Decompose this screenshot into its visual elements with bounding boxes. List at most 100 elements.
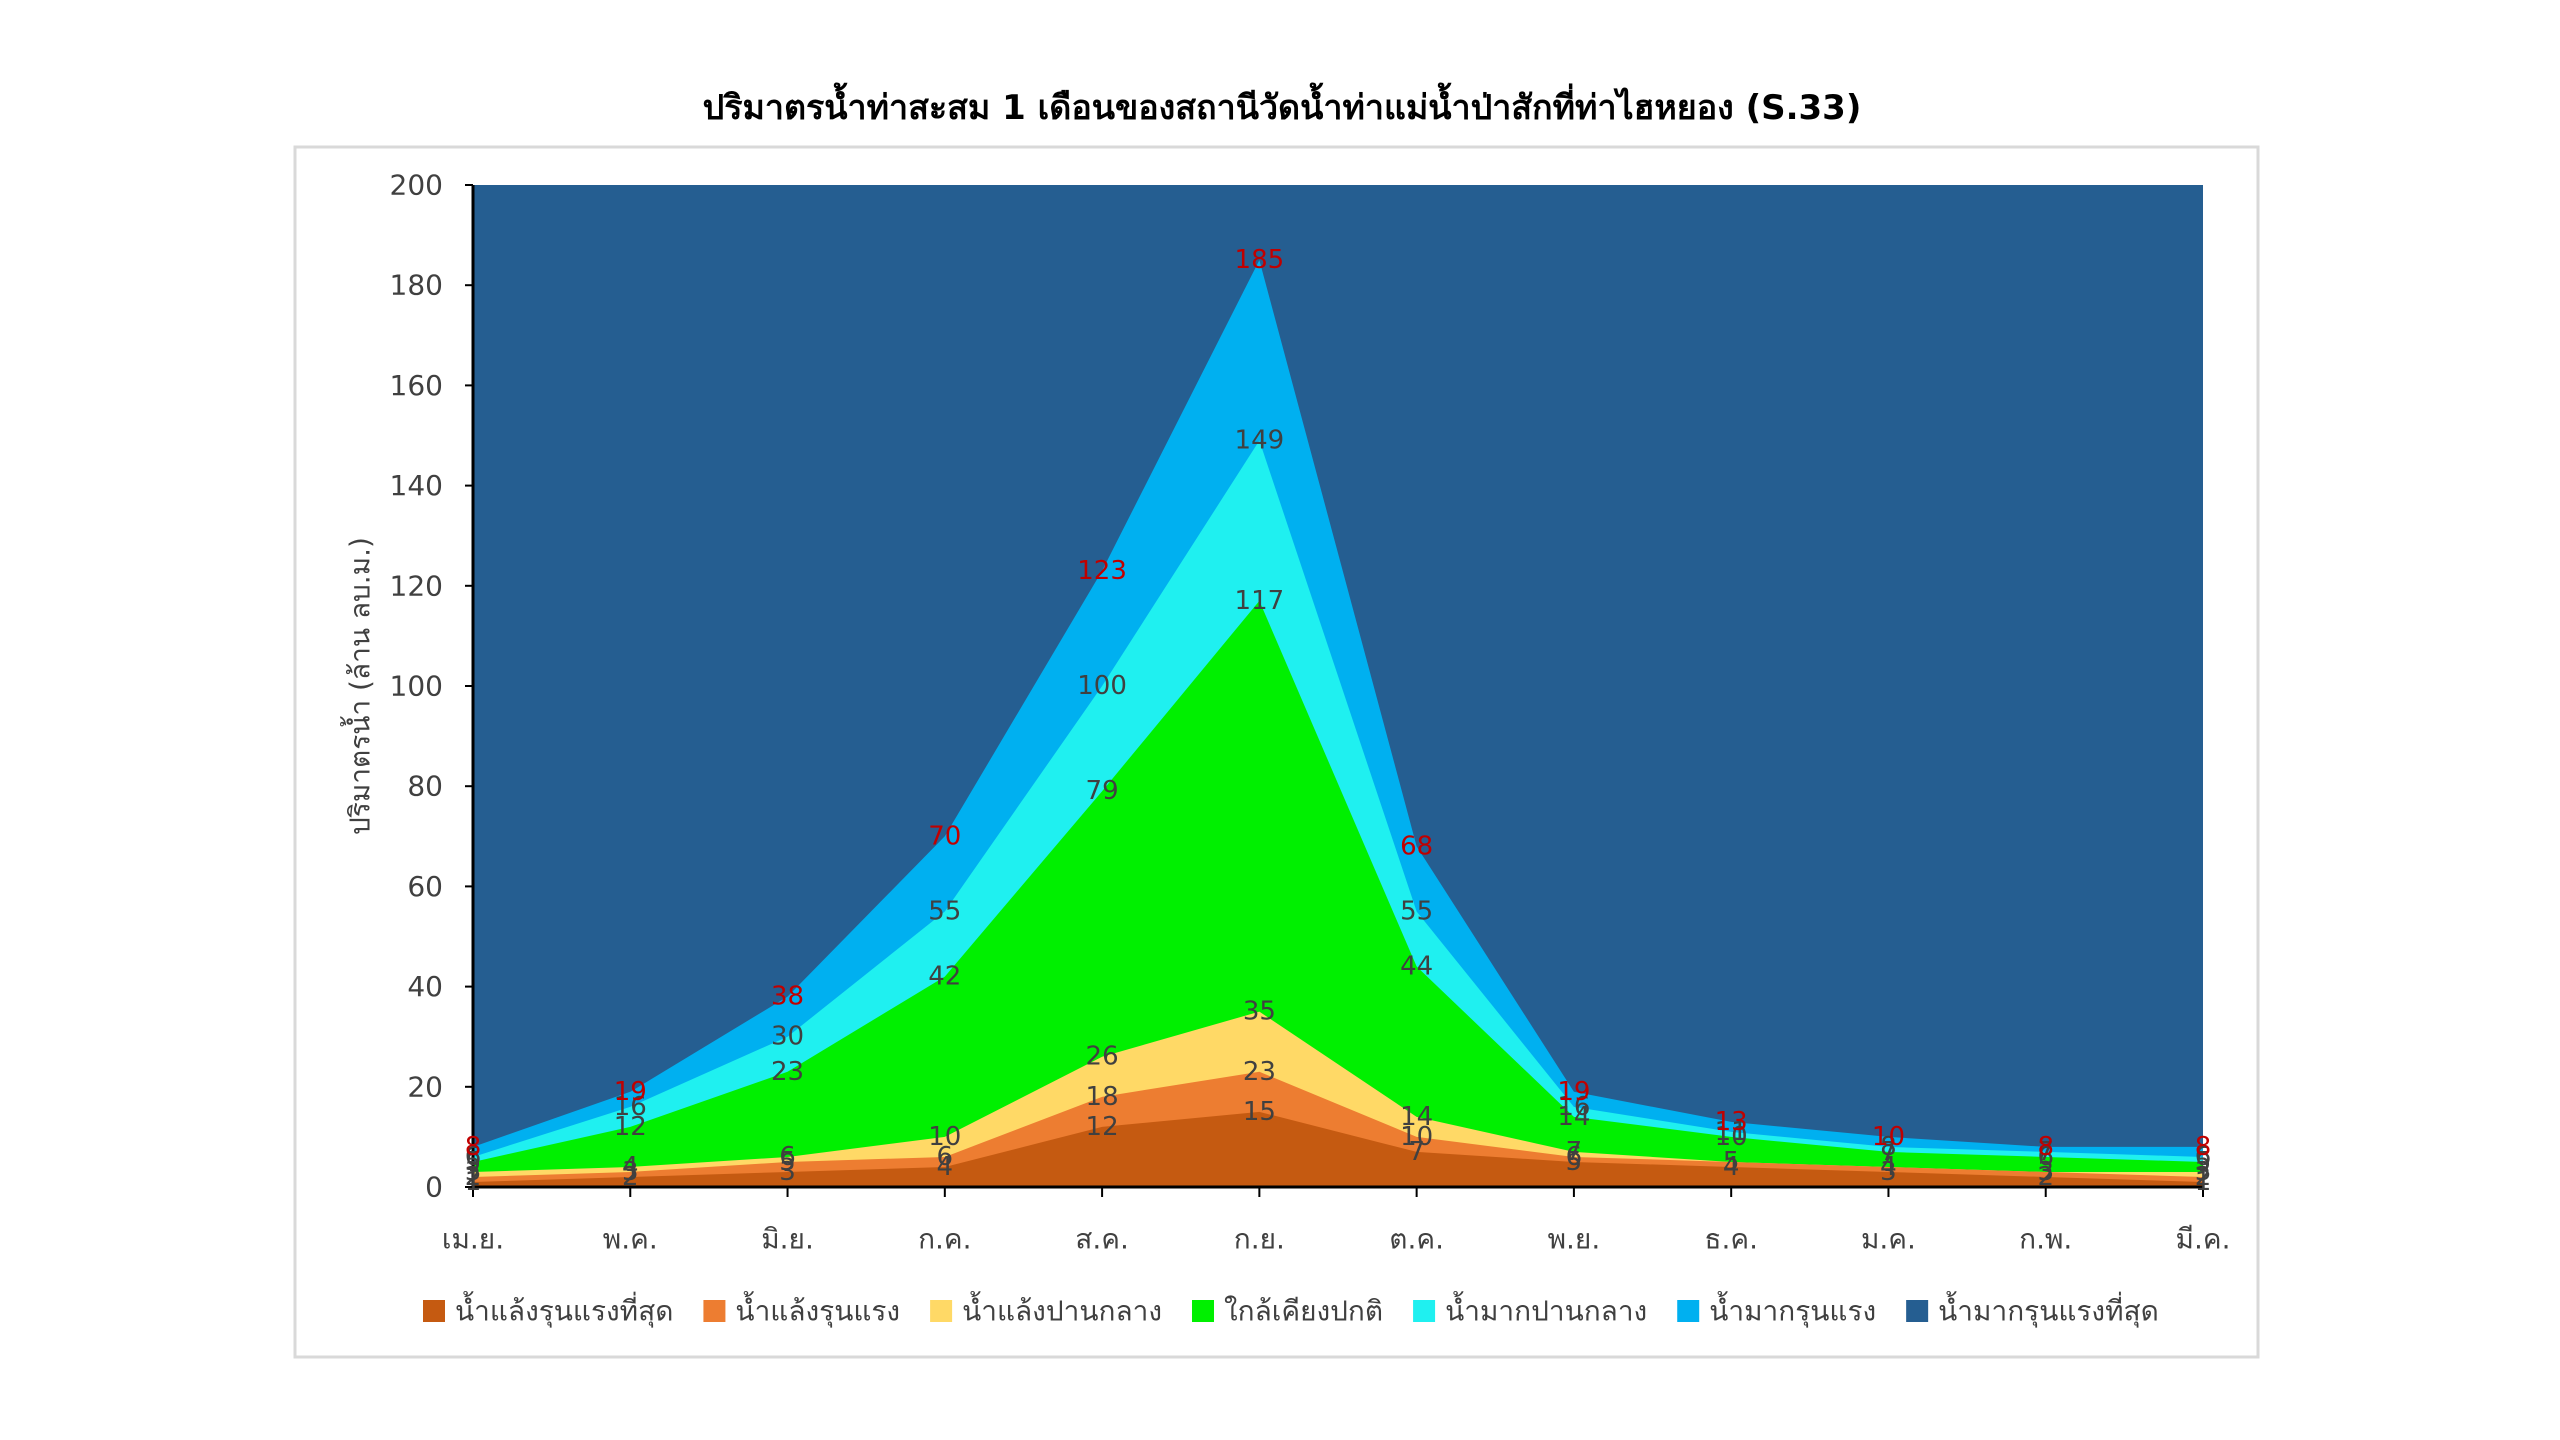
data-label: 3 [2037, 1157, 2054, 1187]
data-label: 8 [2195, 1132, 2212, 1162]
legend-label: น้ำแล้งรุนแรงที่สุด [455, 1291, 673, 1329]
chart-frame [293, 145, 2260, 1359]
data-label: 7 [1408, 1137, 1425, 1167]
data-label: 18 [1086, 1082, 1119, 1112]
data-label: 12 [614, 1112, 647, 1142]
data-label: 4 [1880, 1152, 1897, 1182]
legend-swatch [1192, 1300, 1214, 1322]
data-label: 10 [1715, 1122, 1748, 1152]
data-label: 5 [1566, 1147, 1583, 1177]
data-label: 3 [1880, 1157, 1897, 1187]
x-tick-label: พ.ย. [1548, 1223, 1601, 1256]
data-label: 5 [779, 1147, 796, 1177]
area [473, 1071, 2203, 1187]
y-tick-label: 120 [390, 569, 443, 602]
data-label: 5 [465, 1147, 482, 1177]
x-tick-label: ก.พ. [2019, 1223, 2072, 1256]
data-label: 11 [1715, 1117, 1748, 1147]
data-label: 2 [465, 1162, 482, 1192]
data-label: 117 [1235, 586, 1285, 616]
y-tick-label: 60 [407, 870, 443, 903]
data-label: 19 [614, 1077, 647, 1107]
legend-swatch [1413, 1300, 1436, 1322]
area [473, 600, 2203, 1187]
data-label: 4 [1723, 1152, 1740, 1182]
data-label: 38 [771, 982, 804, 1012]
x-tick-label: ม.ค. [1861, 1223, 1916, 1256]
data-label: 3 [779, 1157, 796, 1187]
data-label: 3 [465, 1157, 482, 1187]
x-tick-label: ธ.ค. [1704, 1223, 1758, 1256]
data-label: 8 [465, 1132, 482, 1162]
legend-label: น้ำแล้งปานกลาง [962, 1291, 1162, 1328]
chart-title: ปริมาตรน้ำท่าสะสม 1 เดือนของสถานีวัดน้ำท… [703, 82, 1862, 128]
data-label: 10 [1872, 1122, 1905, 1152]
data-label: 3 [2195, 1157, 2212, 1187]
y-tick-label: 100 [390, 670, 443, 703]
data-label: 35 [1243, 997, 1276, 1027]
data-label: 100 [1077, 671, 1127, 701]
data-label: 7 [1880, 1137, 1897, 1167]
data-label: 6 [779, 1142, 796, 1172]
data-label: 70 [928, 821, 961, 851]
y-tick-label: 40 [407, 970, 443, 1003]
data-label: 79 [1086, 776, 1119, 806]
y-tick-label: 160 [390, 369, 443, 402]
data-label: 2 [2037, 1162, 2054, 1192]
area [473, 1011, 2203, 1187]
legend-label: น้ำมากรุนแรงที่สุด [1938, 1291, 2159, 1329]
data-label: 13 [1715, 1107, 1748, 1137]
x-tick-label: พ.ค. [603, 1223, 658, 1256]
data-label: 42 [928, 962, 961, 992]
data-label: 14 [1557, 1102, 1590, 1132]
data-label: 55 [928, 896, 961, 926]
data-label: 19 [1557, 1077, 1590, 1107]
data-label: 44 [1400, 952, 1433, 982]
data-label: 14 [1400, 1102, 1433, 1132]
legend-swatch [930, 1300, 953, 1322]
x-tick-label: เม.ย. [442, 1223, 504, 1256]
data-label: 30 [771, 1022, 804, 1052]
data-label: 4 [1880, 1152, 1897, 1182]
x-tick-label: ต.ค. [1389, 1223, 1444, 1256]
legend-label: ใกล้เคียงปกติ [1224, 1295, 1383, 1328]
data-label: 8 [2037, 1132, 2054, 1162]
data-label: 23 [1243, 1057, 1276, 1087]
y-tick-label: 200 [390, 169, 443, 202]
data-label: 10 [1400, 1122, 1433, 1152]
y-tick-label: 20 [407, 1070, 443, 1103]
data-label: 1 [2195, 1167, 2212, 1197]
data-label: 55 [1400, 896, 1433, 926]
data-label: 7 [1566, 1137, 1583, 1167]
legend-label: น้ำมากปานกลาง [1445, 1291, 1647, 1328]
data-label: 3 [622, 1157, 639, 1187]
data-label: 6 [937, 1142, 954, 1172]
data-label: 123 [1077, 556, 1127, 586]
data-label: 7 [2037, 1137, 2054, 1167]
data-label: 3 [2037, 1157, 2054, 1187]
x-tick-label: มิ.ย. [761, 1223, 814, 1256]
data-label: 6 [2037, 1142, 2054, 1172]
data-label: 8 [1880, 1132, 1897, 1162]
data-label: 149 [1235, 426, 1285, 456]
y-tick-label: 140 [390, 469, 443, 502]
y-axis-title: ปริมาตรน้ำ (ล้าน ลบ.ม.) [340, 537, 377, 835]
data-label: 5 [1723, 1147, 1740, 1177]
legend-label: น้ำมากรุนแรง [1709, 1291, 1876, 1329]
legend-swatch [703, 1300, 726, 1322]
x-tick-label: มี.ค. [2176, 1223, 2231, 1256]
data-label: 15 [1243, 1097, 1276, 1127]
data-label: 16 [614, 1092, 647, 1122]
y-tick-label: 0 [425, 1171, 443, 1204]
y-tick-label: 180 [390, 269, 443, 302]
data-label: 16 [1557, 1092, 1590, 1122]
legend-swatch [1677, 1300, 1700, 1322]
data-label: 5 [2195, 1147, 2212, 1177]
data-label: 6 [2195, 1142, 2212, 1172]
data-label: 12 [1086, 1112, 1119, 1142]
y-tick-label: 80 [407, 770, 443, 803]
data-label: 23 [771, 1057, 804, 1087]
data-label: 6 [1566, 1142, 1583, 1172]
data-label: 5 [1723, 1147, 1740, 1177]
legend-label: น้ำแล้งรุนแรง [735, 1291, 900, 1329]
